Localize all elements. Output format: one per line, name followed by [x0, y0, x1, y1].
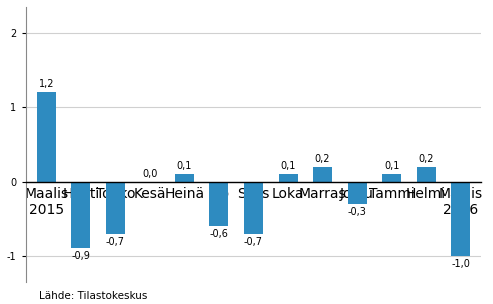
- Text: 0,2: 0,2: [315, 154, 330, 164]
- Bar: [451, 181, 470, 256]
- Bar: [417, 167, 436, 181]
- Bar: [348, 181, 367, 204]
- Text: 0,2: 0,2: [419, 154, 434, 164]
- Text: Lähde: Tilastokeskus: Lähde: Tilastokeskus: [39, 291, 148, 301]
- Bar: [37, 92, 56, 181]
- Text: -1,0: -1,0: [451, 259, 470, 269]
- Bar: [175, 174, 194, 181]
- Bar: [106, 181, 125, 233]
- Text: -0,7: -0,7: [244, 237, 263, 247]
- Text: 0,1: 0,1: [176, 161, 192, 171]
- Bar: [279, 174, 297, 181]
- Text: -0,7: -0,7: [106, 237, 125, 247]
- Text: 0,1: 0,1: [281, 161, 296, 171]
- Bar: [210, 181, 228, 226]
- Text: -0,3: -0,3: [348, 207, 366, 217]
- Bar: [244, 181, 263, 233]
- Text: -0,9: -0,9: [71, 251, 90, 261]
- Bar: [313, 167, 332, 181]
- Text: 1,2: 1,2: [38, 79, 54, 89]
- Bar: [382, 174, 401, 181]
- Text: -0,6: -0,6: [210, 229, 228, 239]
- Text: 0,1: 0,1: [384, 161, 399, 171]
- Bar: [71, 181, 90, 248]
- Text: 0,0: 0,0: [142, 169, 158, 178]
